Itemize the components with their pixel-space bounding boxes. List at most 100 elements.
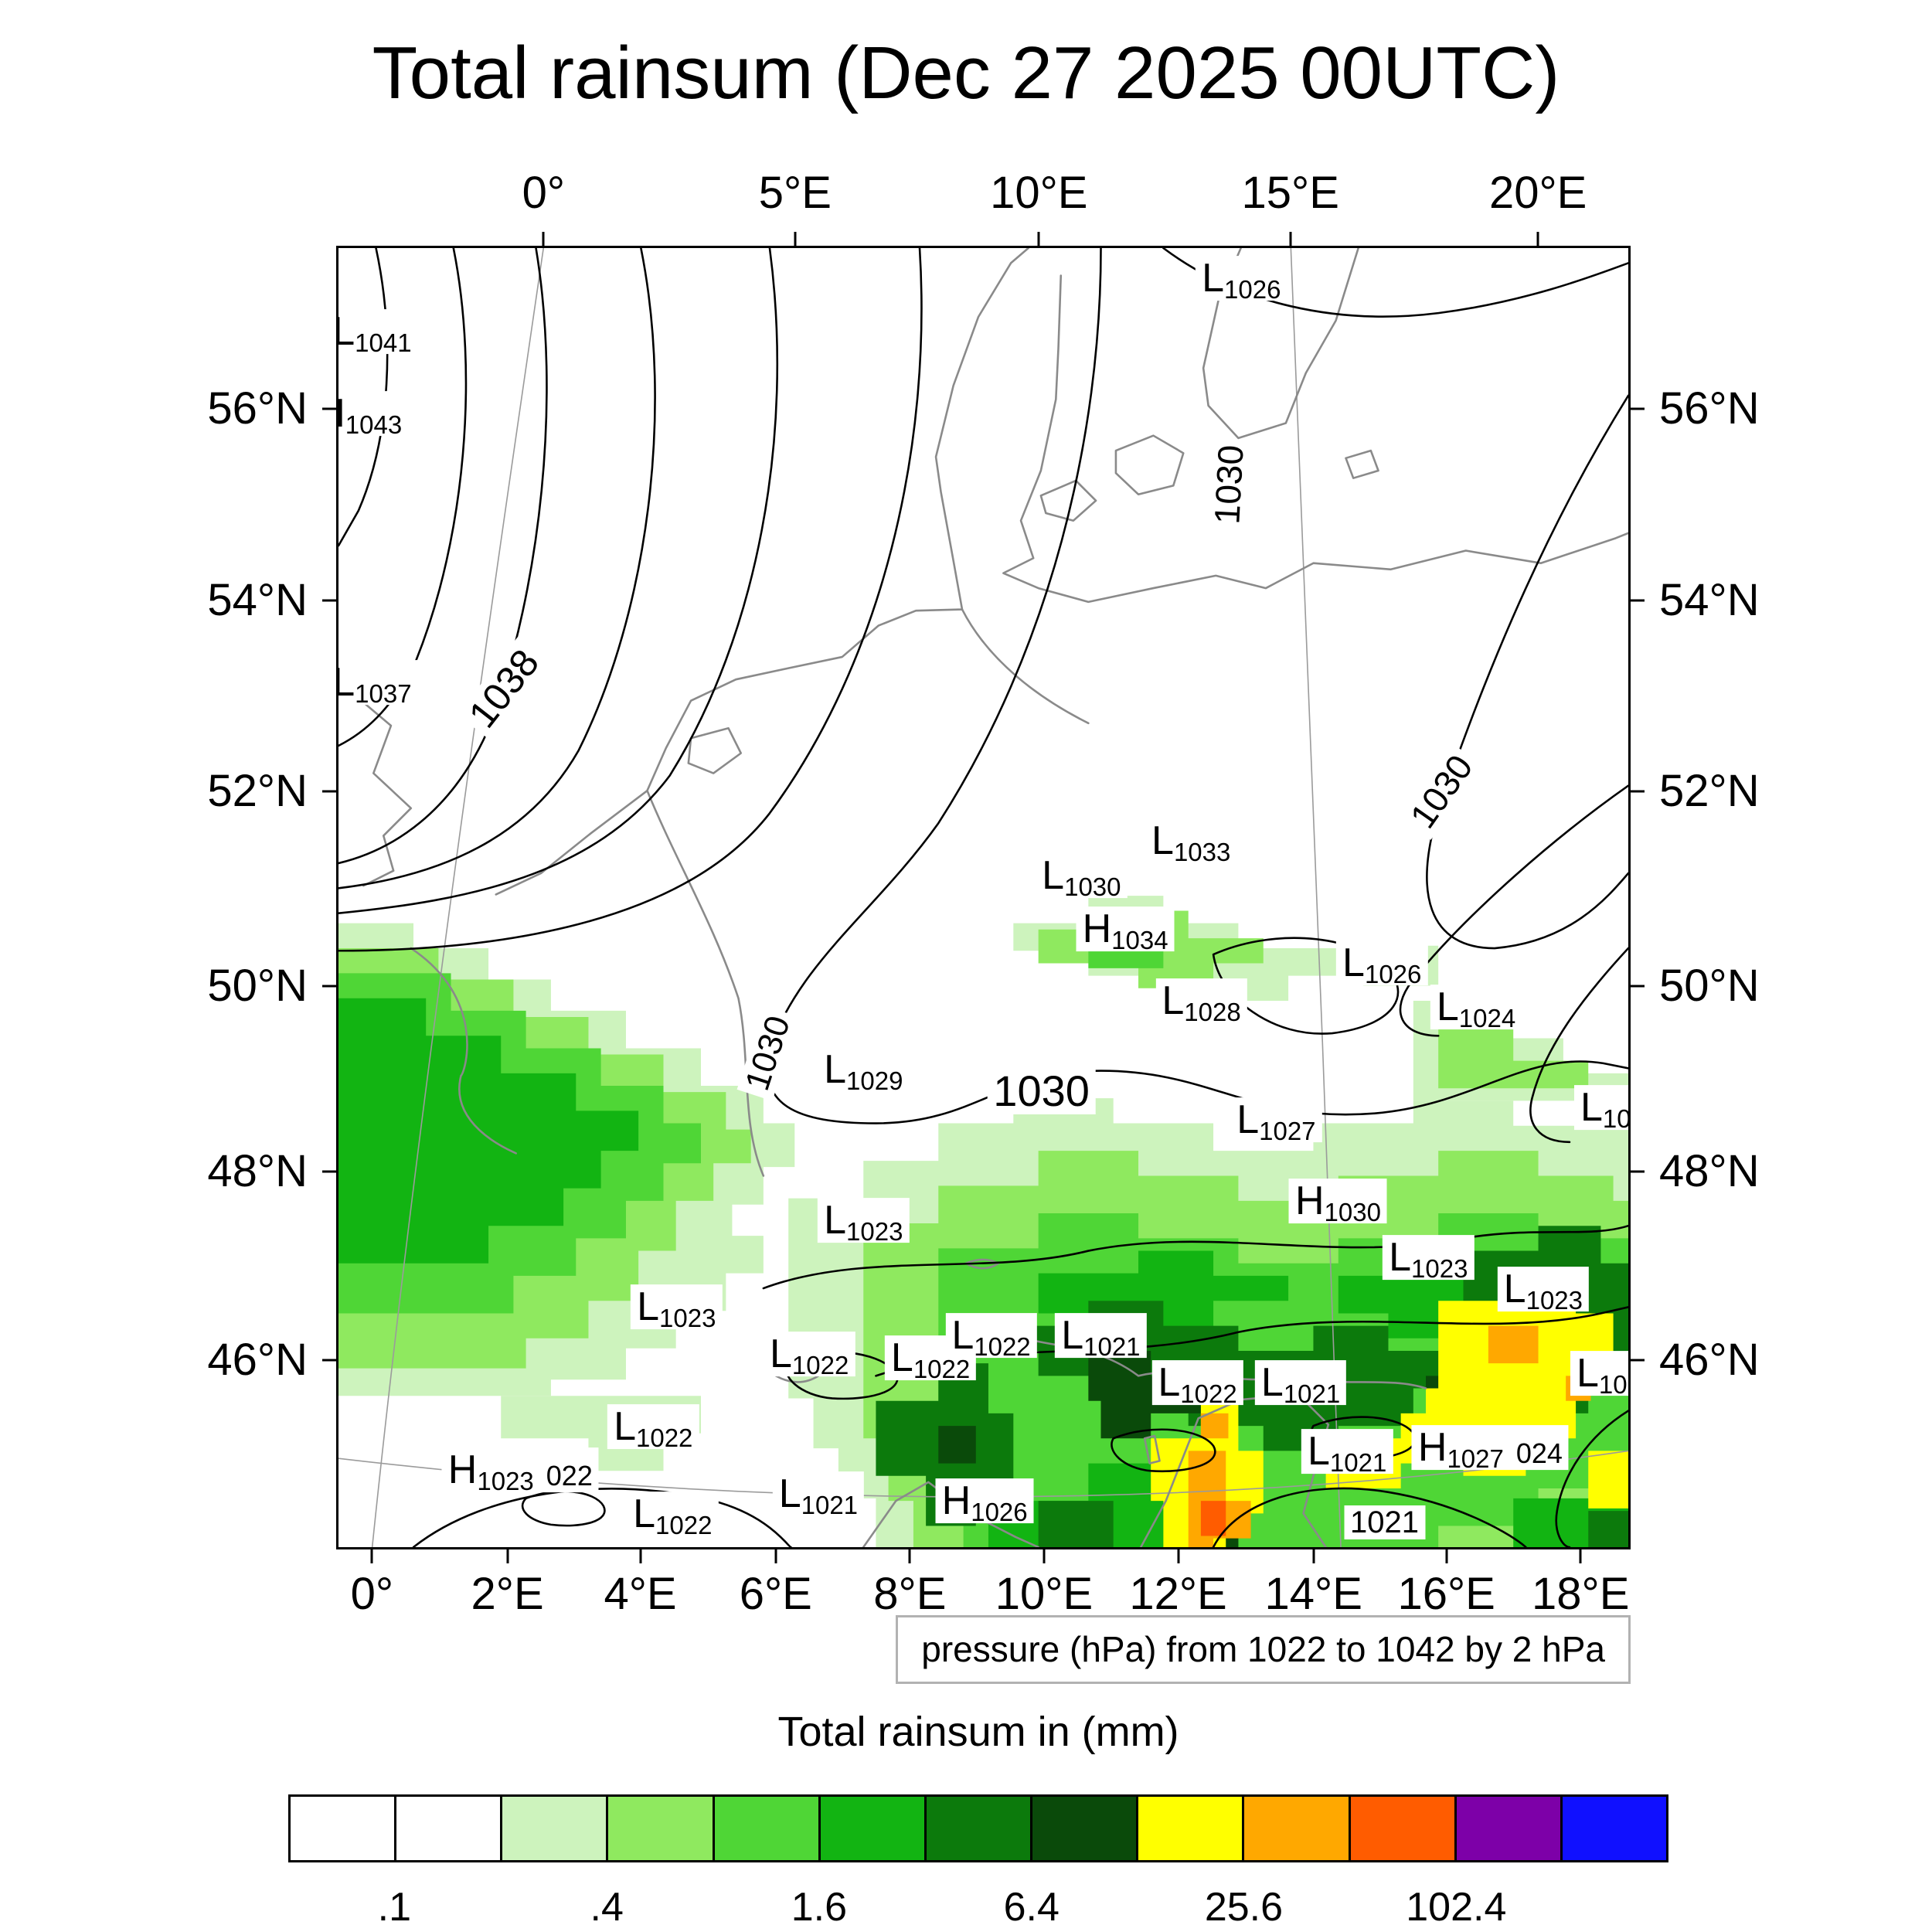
pressure-value: 1022: [913, 1355, 971, 1384]
pressure-letter: L: [1576, 1351, 1599, 1396]
axis-tick-label-bottom: 4°E: [604, 1569, 677, 1619]
pressure-high-label: H 1027 024: [1411, 1425, 1569, 1471]
axis-tick-mark-top: [542, 232, 545, 246]
pressure-low-label: L 1021: [1055, 1313, 1147, 1359]
axis-tick-mark-bottom: [908, 1549, 911, 1563]
pressure-letter: H: [1294, 1178, 1325, 1223]
pressure-value: 1021: [1283, 1379, 1341, 1408]
pressure-high-label: H 1023 022: [441, 1447, 599, 1494]
axis-tick-label-left: 50°N: [207, 960, 308, 1011]
axis-tick-mark-top: [794, 232, 797, 246]
colorbar-tick-label: 25.6: [1204, 1885, 1284, 1930]
axis-tick-mark-right: [1631, 985, 1645, 988]
axis-tick-mark-right: [1631, 1359, 1645, 1362]
axis-tick-label-right: 46°N: [1659, 1334, 1760, 1385]
pressure-range-note: pressure (hPa) from 1022 to 1042 by 2 hP…: [896, 1615, 1631, 1685]
pressure-letter: L: [1236, 1097, 1260, 1143]
contour-value-label: 1030: [987, 1067, 1096, 1114]
axis-tick-mark-bottom: [639, 1549, 642, 1563]
coastline: [961, 608, 1090, 725]
pressure-low-label: L 1021: [1254, 1359, 1347, 1408]
axis-tick-label-right: 54°N: [1659, 574, 1760, 625]
pressure-value: 1028: [1184, 997, 1241, 1026]
coastline: [1202, 248, 1359, 440]
colorbar-tick-labels: .1 .4 1.6 6.4 25.6 102.4: [288, 1884, 1668, 1932]
axis-tick-mark-right: [1631, 599, 1645, 602]
axis-tick-mark-top: [1536, 232, 1539, 246]
colorbar-segment: [714, 1797, 821, 1860]
pressure-value: 1034: [1111, 926, 1168, 955]
pressure-value: 1022: [1180, 1379, 1237, 1408]
pressure-value: 1030: [1324, 1197, 1381, 1226]
axis-tick-label-top: 15°E: [1241, 168, 1339, 218]
pressure-low-label: L 1022: [1151, 1359, 1243, 1408]
axis-tick-mark-right: [1631, 1170, 1645, 1173]
pressure-letter: L: [338, 659, 355, 705]
pressure-low-label: L 1023: [1497, 1266, 1590, 1315]
pressure-high-label: H 1030: [1288, 1178, 1387, 1226]
pressure-letter: L: [1061, 1313, 1084, 1359]
pressure-low-label: L 1021: [772, 1471, 865, 1519]
pressure-contour: [412, 1488, 792, 1547]
colorbar-segment: [1138, 1797, 1245, 1860]
precip-fill-region: [1038, 1250, 1289, 1338]
colorbar-segment: [820, 1797, 927, 1860]
axis-tick-label-bottom: 18°E: [1532, 1569, 1630, 1619]
pressure-low-label: L 1033: [1145, 818, 1237, 865]
pressure-contour: [1555, 1410, 1628, 1547]
pressure-low-label: L 1022: [607, 1404, 699, 1451]
contour-value-fragment: 024: [1515, 1437, 1563, 1470]
axis-tick-label-left: 46°N: [207, 1334, 308, 1385]
pressure-letter: L: [1202, 256, 1225, 301]
pressure-value: 1027: [1259, 1117, 1316, 1146]
axis-tick-mark-top: [1289, 232, 1292, 246]
pressure-letter: L: [633, 1491, 656, 1536]
map-plot-area: L1041H1043L1026L1037L1033L1030H1034L1026…: [207, 171, 1759, 1617]
colorbar-tick-label: 6.4: [1003, 1885, 1060, 1930]
pressure-letter: L: [1042, 853, 1065, 899]
chart-title: Total rainsum (Dec 27 2025 00UTC): [372, 32, 1560, 114]
pressure-value: 102: [1598, 1370, 1628, 1400]
pressure-letter: L: [1503, 1266, 1526, 1311]
axis-tick-mark-bottom: [1043, 1549, 1046, 1563]
pressure-low-label: L 1022: [945, 1313, 1037, 1359]
pressure-low-label: L 1028: [1155, 978, 1247, 1026]
pressure-value: 1022: [791, 1350, 849, 1379]
pressure-contour: [1111, 1428, 1216, 1473]
pressure-letter: H: [338, 393, 345, 434]
contour-value-fragment: 022: [546, 1459, 593, 1492]
pressure-value: 1023: [1526, 1285, 1583, 1315]
pressure-low-label: L 1022: [764, 1331, 855, 1379]
axis-tick-mark-bottom: [774, 1549, 777, 1563]
pressure-low-label: L 1029: [818, 1046, 910, 1094]
pressure-letter: L: [1580, 1084, 1603, 1130]
pressure-letter: L: [614, 1404, 636, 1450]
pressure-contour: [766, 248, 1628, 1124]
axis-tick-label-right: 52°N: [1659, 765, 1760, 816]
coastline: [1002, 274, 1628, 604]
axis-tick-mark-left: [322, 790, 336, 793]
pressure-letter: H: [1082, 906, 1112, 952]
pressure-low-label: L 1026: [1196, 256, 1287, 302]
axis-tick-label-bottom: 2°E: [471, 1569, 544, 1619]
pressure-value: 1043: [345, 410, 403, 439]
coastline: [1345, 449, 1379, 479]
axis-tick-mark-left: [322, 599, 336, 602]
pressure-letter: L: [824, 1197, 847, 1243]
pressure-value: 1022: [655, 1510, 713, 1539]
colorbar-segment: [1562, 1797, 1667, 1860]
colorbar-segment: [1456, 1797, 1563, 1860]
axis-tick-mark-bottom: [1177, 1549, 1180, 1563]
axis-tick-label-left: 56°N: [207, 383, 308, 434]
pressure-high-label: H 1034: [1076, 906, 1175, 955]
pressure-letter: L: [824, 1046, 847, 1092]
graticule-line: [1290, 248, 1342, 1547]
axis-tick-mark-top: [1037, 232, 1040, 246]
axis-tick-mark-left: [322, 1170, 336, 1173]
axis-tick-label-bottom: 14°E: [1264, 1569, 1362, 1619]
pressure-letter: L: [951, 1313, 975, 1359]
pressure-value: 1026: [971, 1497, 1028, 1526]
precip-fill-region: [938, 1426, 976, 1464]
